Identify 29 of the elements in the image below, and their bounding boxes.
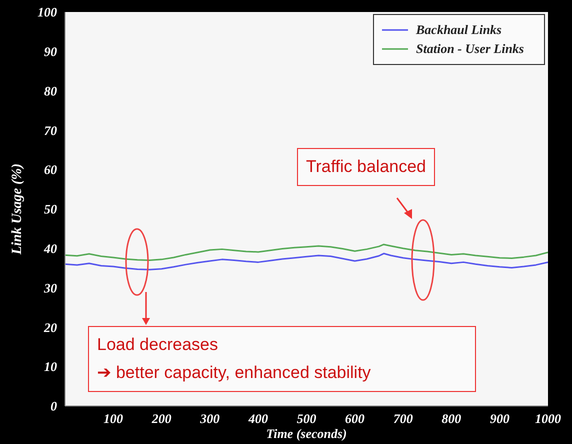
y-axis-title: Link Usage (%) bbox=[10, 164, 25, 256]
y-tick-label: 40 bbox=[43, 241, 58, 256]
x-tick-label: 600 bbox=[345, 411, 366, 426]
legend-label: Backhaul Links bbox=[416, 22, 502, 38]
x-axis-title: Time (seconds) bbox=[266, 426, 347, 441]
callout-box: Traffic balanced bbox=[297, 148, 436, 186]
y-tick-label: 30 bbox=[43, 280, 58, 296]
x-tick-label: 200 bbox=[150, 411, 172, 426]
y-tick-label: 100 bbox=[38, 4, 58, 20]
x-tick-label: 1000 bbox=[535, 411, 562, 426]
x-tick-label: 500 bbox=[296, 411, 317, 426]
callout-box: Load decreases ➔ better capacity, enhanced stability bbox=[88, 326, 476, 392]
y-tick-label: 80 bbox=[44, 83, 58, 98]
x-tick-label: 900 bbox=[490, 411, 510, 426]
line-series bbox=[65, 244, 548, 261]
x-tick-label: 400 bbox=[247, 411, 268, 426]
x-tick-label: 300 bbox=[199, 411, 220, 426]
legend-label: Station - User Links bbox=[416, 41, 524, 57]
y-tick-label: 70 bbox=[44, 122, 58, 138]
y-tick-label: 0 bbox=[50, 398, 58, 414]
x-tick-label: 800 bbox=[442, 411, 462, 426]
line-series bbox=[65, 252, 548, 270]
y-tick-label: 20 bbox=[43, 320, 58, 335]
x-tick-label: 100 bbox=[104, 411, 124, 426]
y-tick-label: 90 bbox=[44, 44, 58, 60]
y-tick-label: 50 bbox=[44, 202, 58, 217]
y-tick-label: 10 bbox=[44, 359, 58, 374]
y-tick-label: 60 bbox=[44, 162, 58, 178]
x-tick-label: 700 bbox=[393, 411, 414, 426]
